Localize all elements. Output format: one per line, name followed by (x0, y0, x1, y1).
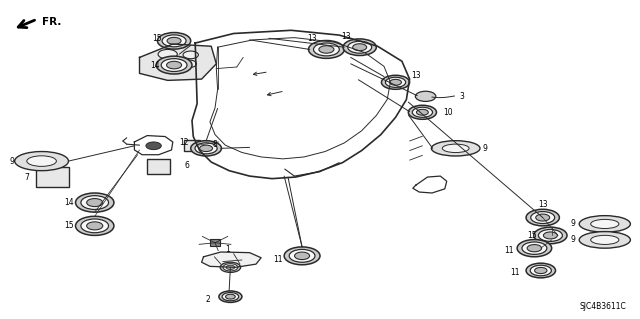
Ellipse shape (442, 144, 469, 152)
Circle shape (531, 211, 555, 224)
Circle shape (385, 77, 406, 87)
Text: 8: 8 (212, 140, 217, 149)
Text: 12: 12 (180, 138, 189, 147)
FancyBboxPatch shape (210, 239, 220, 246)
Ellipse shape (579, 216, 630, 232)
Circle shape (526, 263, 556, 278)
Text: 7: 7 (24, 173, 29, 182)
Circle shape (390, 79, 401, 85)
Ellipse shape (27, 156, 56, 167)
Circle shape (408, 105, 436, 119)
Polygon shape (140, 44, 216, 80)
Text: 3: 3 (460, 92, 465, 101)
Text: 14: 14 (150, 61, 160, 70)
Circle shape (162, 35, 186, 47)
Ellipse shape (591, 235, 619, 244)
Text: 13: 13 (538, 200, 548, 209)
Circle shape (166, 61, 182, 69)
Circle shape (225, 294, 236, 299)
Circle shape (319, 46, 334, 53)
Circle shape (415, 91, 436, 101)
Circle shape (159, 60, 176, 68)
Circle shape (517, 240, 552, 257)
Circle shape (536, 214, 550, 221)
Circle shape (294, 252, 310, 260)
Circle shape (220, 262, 241, 272)
Circle shape (314, 43, 339, 56)
FancyBboxPatch shape (147, 160, 170, 174)
Circle shape (381, 75, 410, 89)
Text: 14: 14 (64, 198, 74, 207)
Text: 1: 1 (225, 245, 230, 254)
Text: 2: 2 (205, 295, 211, 304)
FancyBboxPatch shape (184, 140, 200, 151)
Circle shape (156, 56, 192, 74)
Circle shape (81, 219, 109, 233)
Ellipse shape (579, 232, 630, 248)
Circle shape (522, 242, 547, 254)
Circle shape (412, 107, 433, 117)
Ellipse shape (15, 152, 68, 171)
Polygon shape (202, 252, 261, 267)
Text: 9: 9 (570, 235, 575, 244)
Circle shape (76, 193, 114, 212)
Circle shape (289, 249, 315, 262)
Circle shape (527, 245, 541, 252)
Text: 15: 15 (152, 34, 162, 43)
Text: 11: 11 (511, 268, 520, 277)
Text: SJC4B3611C: SJC4B3611C (579, 302, 626, 311)
Circle shape (534, 267, 547, 274)
Text: 9: 9 (570, 219, 575, 228)
Circle shape (200, 145, 212, 152)
Circle shape (543, 232, 557, 239)
Circle shape (534, 227, 567, 244)
Circle shape (308, 41, 344, 58)
Circle shape (219, 291, 242, 302)
Circle shape (348, 41, 372, 53)
Text: 13: 13 (307, 34, 317, 43)
Circle shape (146, 142, 161, 150)
Circle shape (353, 44, 367, 51)
Circle shape (181, 60, 196, 68)
Circle shape (417, 109, 428, 115)
Circle shape (157, 33, 191, 49)
Text: 15: 15 (527, 231, 538, 240)
Circle shape (167, 37, 181, 44)
Circle shape (526, 209, 559, 226)
Text: 15: 15 (64, 221, 74, 230)
Circle shape (86, 222, 103, 230)
Text: 11: 11 (504, 246, 513, 255)
Text: 13: 13 (340, 32, 351, 41)
FancyBboxPatch shape (36, 167, 69, 187)
Circle shape (226, 265, 235, 270)
Ellipse shape (431, 141, 480, 156)
Circle shape (86, 198, 103, 207)
Circle shape (81, 196, 109, 210)
Text: FR.: FR. (42, 17, 61, 27)
Circle shape (538, 229, 563, 241)
Circle shape (183, 51, 198, 59)
Text: 13: 13 (411, 71, 421, 80)
Text: 9: 9 (483, 144, 488, 153)
Circle shape (343, 39, 376, 56)
Circle shape (195, 143, 217, 154)
Circle shape (76, 216, 114, 235)
Circle shape (222, 293, 239, 301)
Text: 10: 10 (443, 108, 453, 117)
Circle shape (530, 265, 552, 276)
Text: 9: 9 (9, 157, 14, 166)
Text: 11: 11 (274, 255, 283, 263)
FancyBboxPatch shape (172, 57, 184, 64)
Circle shape (161, 59, 187, 71)
Circle shape (284, 247, 320, 265)
Circle shape (191, 141, 221, 156)
Ellipse shape (591, 219, 619, 228)
Text: 6: 6 (184, 161, 189, 170)
Circle shape (223, 263, 238, 271)
Circle shape (158, 49, 177, 59)
